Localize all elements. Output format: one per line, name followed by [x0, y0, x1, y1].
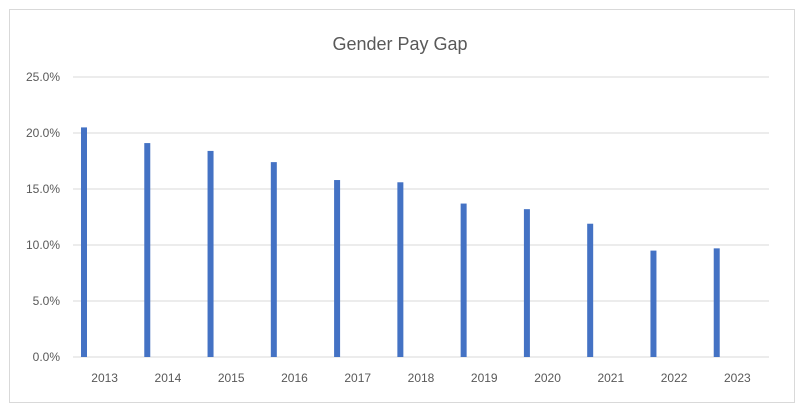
bar-2014 — [144, 143, 150, 357]
chart-title: Gender Pay Gap — [332, 34, 467, 54]
bar-2016 — [271, 162, 277, 357]
y-tick-label: 0.0% — [33, 350, 61, 364]
x-tick-label: 2020 — [534, 371, 561, 385]
x-tick-label: 2021 — [597, 371, 624, 385]
x-tick-label: 2022 — [661, 371, 688, 385]
bar-2022 — [650, 251, 656, 357]
x-axis-ticks: 2013 2014 2015 2016 2017 2018 2019 2020 2021 2022… — [91, 371, 751, 385]
bar-2023 — [714, 248, 720, 357]
y-tick-label: 10.0% — [26, 238, 60, 252]
x-tick-label: 2018 — [408, 371, 435, 385]
x-tick-label: 2013 — [91, 371, 118, 385]
x-tick-label: 2014 — [155, 371, 182, 385]
bar-2018 — [397, 182, 403, 357]
bar-2015 — [208, 151, 214, 357]
bar-2020 — [524, 209, 530, 357]
x-tick-label: 2019 — [471, 371, 498, 385]
x-tick-label: 2017 — [344, 371, 371, 385]
x-tick-label: 2015 — [218, 371, 245, 385]
x-tick-label: 2016 — [281, 371, 308, 385]
bar-2017 — [334, 180, 340, 357]
gridlines — [73, 77, 769, 357]
bar-2013 — [81, 127, 87, 357]
y-axis-ticks: 0.0% 5.0% 10.0% 15.0% 20.0% 25.0% — [26, 70, 60, 364]
y-tick-label: 15.0% — [26, 182, 60, 196]
bar-2019 — [461, 204, 467, 357]
y-tick-label: 20.0% — [26, 126, 60, 140]
y-tick-label: 25.0% — [26, 70, 60, 84]
y-tick-label: 5.0% — [33, 294, 61, 308]
bars — [81, 127, 720, 357]
bar-2021 — [587, 224, 593, 357]
x-tick-label: 2023 — [724, 371, 751, 385]
